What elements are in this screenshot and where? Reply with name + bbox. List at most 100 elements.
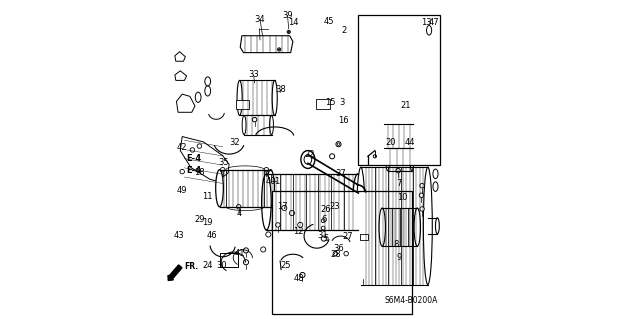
Text: 10: 10: [397, 193, 408, 202]
Ellipse shape: [237, 80, 242, 115]
Ellipse shape: [410, 148, 414, 171]
Circle shape: [236, 204, 241, 209]
Text: 7: 7: [396, 179, 402, 188]
Text: 20: 20: [385, 138, 396, 147]
Ellipse shape: [379, 208, 385, 246]
Text: 29: 29: [194, 215, 205, 224]
Text: 36: 36: [333, 244, 344, 253]
Circle shape: [298, 222, 303, 227]
Circle shape: [420, 183, 424, 188]
Text: E-4: E-4: [186, 166, 202, 175]
Circle shape: [197, 144, 202, 148]
Text: 1: 1: [275, 177, 280, 186]
Text: 24: 24: [202, 261, 213, 270]
Text: 13: 13: [420, 19, 431, 27]
Text: 23: 23: [329, 202, 340, 211]
Ellipse shape: [433, 182, 438, 191]
Circle shape: [278, 48, 281, 51]
Text: 38: 38: [276, 85, 287, 94]
Circle shape: [300, 272, 305, 278]
Text: 5: 5: [323, 234, 328, 243]
Text: 41: 41: [234, 249, 245, 258]
Bar: [236, 100, 249, 109]
Circle shape: [288, 31, 289, 33]
Text: 26: 26: [321, 205, 331, 214]
Circle shape: [361, 275, 365, 279]
Circle shape: [282, 205, 287, 211]
Circle shape: [321, 219, 325, 223]
Circle shape: [287, 30, 291, 33]
Text: 42: 42: [177, 143, 188, 152]
Circle shape: [396, 168, 401, 173]
Circle shape: [190, 148, 195, 152]
Text: 45: 45: [324, 17, 334, 26]
Circle shape: [321, 236, 326, 241]
Ellipse shape: [356, 167, 365, 285]
Text: S6M4-B0200A: S6M4-B0200A: [385, 296, 438, 305]
Circle shape: [336, 142, 341, 147]
Text: FR.: FR.: [184, 262, 198, 271]
Text: 12: 12: [293, 227, 303, 236]
Circle shape: [220, 167, 225, 172]
Ellipse shape: [386, 148, 390, 171]
Ellipse shape: [216, 170, 223, 207]
Bar: [316, 99, 330, 109]
Text: 9: 9: [397, 253, 402, 262]
Text: 34: 34: [255, 15, 266, 24]
Text: 18: 18: [194, 168, 205, 177]
Ellipse shape: [272, 80, 277, 115]
Ellipse shape: [267, 170, 275, 207]
Polygon shape: [240, 36, 293, 53]
Text: 33: 33: [248, 70, 259, 79]
Text: 49: 49: [177, 186, 188, 195]
Ellipse shape: [382, 124, 387, 148]
Circle shape: [266, 232, 271, 237]
Circle shape: [373, 155, 376, 158]
Circle shape: [243, 248, 248, 253]
Polygon shape: [180, 137, 229, 181]
Ellipse shape: [205, 77, 211, 86]
Circle shape: [337, 143, 340, 145]
Text: 40: 40: [266, 177, 276, 186]
Text: 32: 32: [229, 138, 240, 147]
Text: 2: 2: [341, 26, 346, 35]
Circle shape: [330, 154, 335, 159]
Ellipse shape: [304, 155, 312, 164]
Text: 39: 39: [282, 11, 292, 20]
FancyArrow shape: [168, 265, 182, 280]
Circle shape: [419, 193, 424, 197]
Text: 22: 22: [305, 150, 315, 159]
Circle shape: [420, 207, 424, 211]
Circle shape: [278, 49, 280, 50]
Ellipse shape: [433, 169, 438, 179]
Text: 31: 31: [317, 231, 328, 240]
Ellipse shape: [414, 208, 420, 246]
Bar: [358, 15, 440, 165]
Text: 8: 8: [393, 241, 399, 249]
Text: 28: 28: [330, 250, 340, 259]
Text: 44: 44: [404, 138, 415, 147]
Ellipse shape: [242, 115, 246, 135]
Ellipse shape: [423, 167, 432, 285]
Text: 35: 35: [218, 158, 229, 167]
Text: 27: 27: [343, 232, 353, 241]
Text: 46: 46: [207, 231, 218, 240]
Bar: [220, 253, 238, 267]
Polygon shape: [175, 71, 187, 80]
Circle shape: [252, 117, 257, 122]
Ellipse shape: [435, 218, 439, 234]
Circle shape: [321, 226, 325, 230]
Ellipse shape: [262, 174, 271, 230]
Ellipse shape: [269, 115, 273, 135]
Text: 48: 48: [294, 274, 305, 283]
Text: 17: 17: [277, 202, 287, 211]
Circle shape: [180, 169, 184, 174]
Text: 47: 47: [429, 19, 440, 27]
Text: E-4: E-4: [186, 154, 202, 163]
Ellipse shape: [205, 86, 211, 96]
Bar: [271, 191, 412, 314]
Circle shape: [260, 247, 266, 252]
Text: 6: 6: [321, 215, 326, 224]
Ellipse shape: [353, 174, 362, 230]
Text: 25: 25: [280, 261, 291, 270]
